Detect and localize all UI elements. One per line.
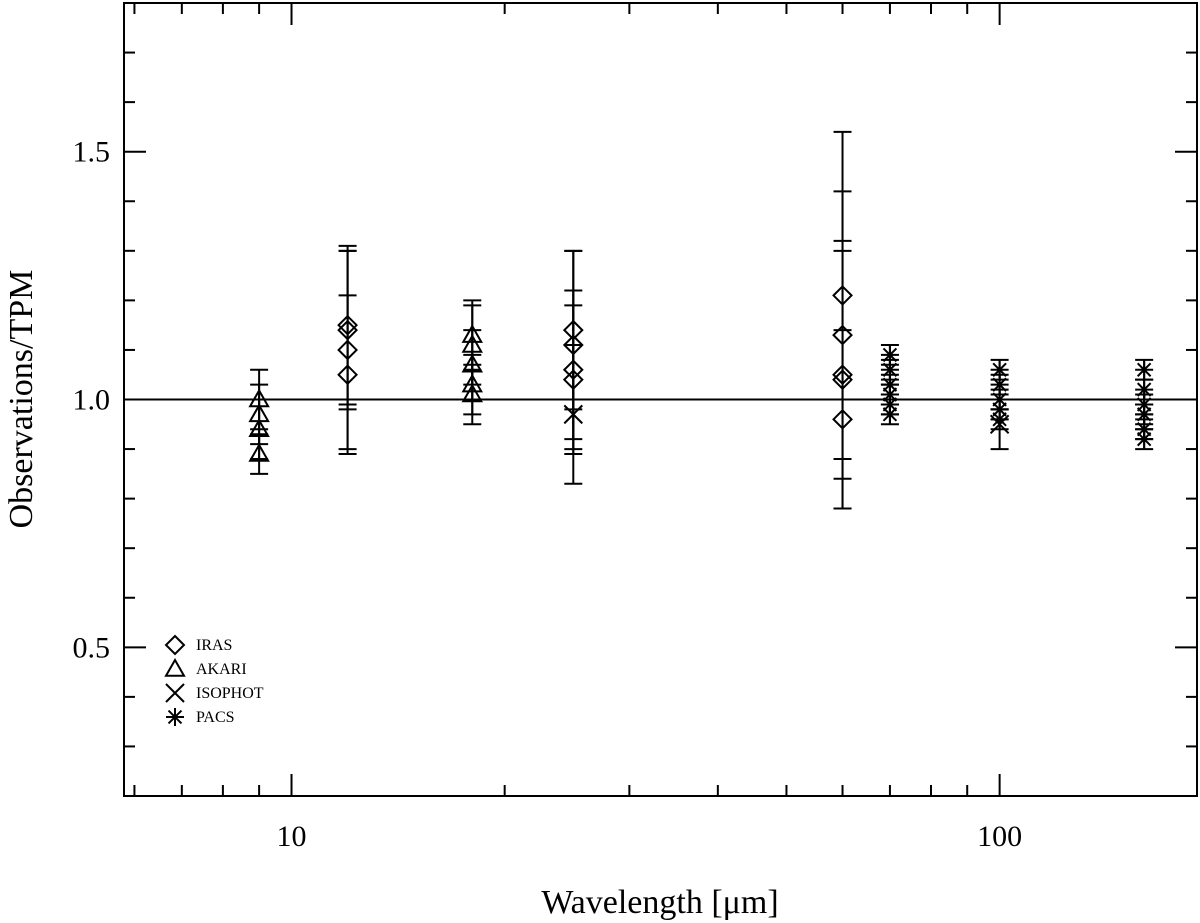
data-point-x bbox=[563, 404, 584, 425]
series-iras bbox=[337, 130, 853, 510]
series-isophot bbox=[563, 343, 1010, 485]
x-axis-title: Wavelength [μm] bbox=[541, 884, 778, 921]
data-point-diamond bbox=[337, 364, 358, 386]
series-pacs bbox=[880, 343, 1154, 451]
legend-item: AKARI bbox=[164, 657, 247, 678]
legend-marker-x bbox=[165, 683, 185, 703]
y-tick-label: 1.5 bbox=[73, 136, 111, 169]
y-tick-label: 1.0 bbox=[73, 384, 111, 417]
legend-label: PACS bbox=[196, 709, 235, 726]
legend-marker-triangle bbox=[164, 657, 186, 677]
data-point-asterisk bbox=[1135, 360, 1154, 379]
error-bar bbox=[338, 294, 357, 456]
data-point-asterisk bbox=[1135, 380, 1154, 399]
data-point-triangle bbox=[248, 443, 270, 462]
error-bar bbox=[463, 363, 482, 426]
tick-labels: 10 100 0.5 1.0 1.5 bbox=[73, 136, 1023, 853]
y-tick-label: 0.5 bbox=[73, 631, 111, 664]
x-tick-label: 100 bbox=[977, 820, 1022, 853]
legend-item: PACS bbox=[166, 708, 235, 726]
data-point-asterisk bbox=[990, 360, 1009, 379]
data-point-asterisk bbox=[1135, 430, 1154, 449]
data-point-asterisk bbox=[880, 360, 899, 379]
legend-label: AKARI bbox=[196, 661, 247, 678]
error-bar bbox=[833, 329, 852, 510]
axis-ticks bbox=[124, 3, 1197, 796]
data-point-asterisk bbox=[880, 405, 899, 424]
data-point-diamond bbox=[832, 408, 853, 430]
data-point-asterisk bbox=[990, 375, 1009, 394]
legend-marker-diamond bbox=[164, 634, 186, 656]
legend-marker-asterisk bbox=[166, 708, 184, 726]
legend-label: ISOPHOT bbox=[196, 685, 264, 702]
data-point-triangle bbox=[461, 383, 483, 403]
y-axis-title: Observations/TPM bbox=[3, 270, 40, 529]
data-marks bbox=[248, 130, 1154, 510]
data-point-asterisk bbox=[990, 410, 1009, 429]
legend: IRAS AKARI ISOPHOT PACS bbox=[164, 634, 264, 726]
error-bar bbox=[250, 433, 269, 475]
legend-item: ISOPHOT bbox=[165, 683, 264, 703]
series-akari bbox=[248, 299, 483, 475]
data-point-asterisk bbox=[1135, 405, 1154, 424]
legend-label: IRAS bbox=[196, 637, 232, 654]
legend-item: IRAS bbox=[164, 634, 232, 656]
x-tick-label: 10 bbox=[277, 820, 307, 853]
data-point-asterisk bbox=[880, 345, 899, 364]
